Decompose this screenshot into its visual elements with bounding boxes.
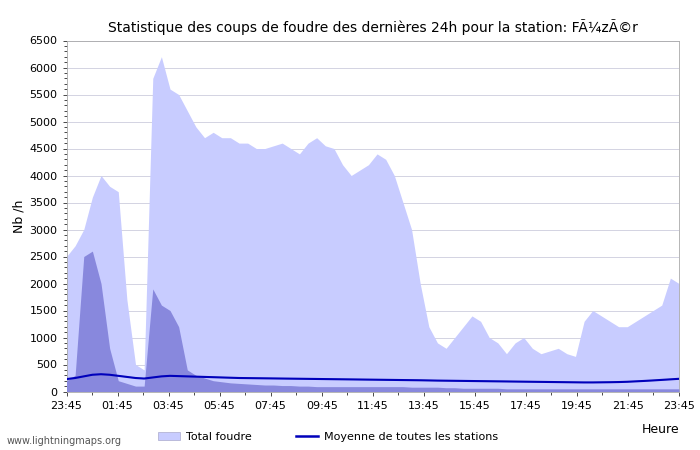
- Text: www.lightningmaps.org: www.lightningmaps.org: [7, 436, 122, 446]
- Title: Statistique des coups de foudre des dernières 24h pour la station: FÃ¼zÃ©r: Statistique des coups de foudre des dern…: [108, 19, 638, 35]
- Text: Heure: Heure: [641, 423, 679, 436]
- Y-axis label: Nb /h: Nb /h: [12, 199, 25, 233]
